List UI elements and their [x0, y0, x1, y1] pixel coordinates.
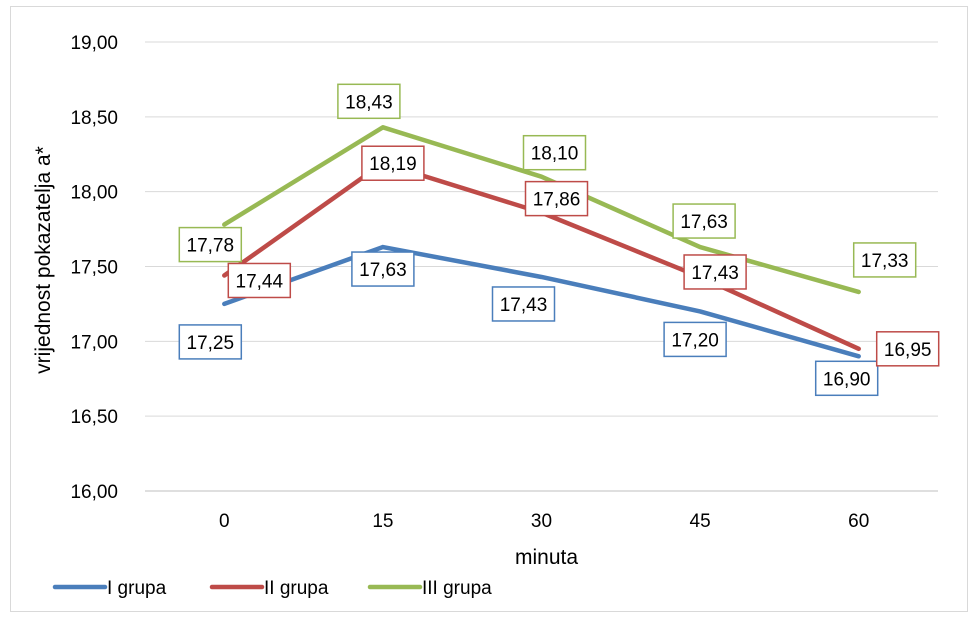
y-tick-label: 17,50	[70, 258, 118, 279]
data-label-box	[178, 226, 243, 263]
data-label: 18,10	[531, 144, 579, 165]
data-label-box	[227, 262, 292, 299]
data-label: 17,63	[680, 212, 728, 233]
data-label: 17,44	[236, 271, 284, 292]
series-line-3	[222, 125, 861, 295]
data-label-box	[663, 321, 727, 358]
y-tick-label: 17,00	[70, 332, 118, 353]
x-tick-label: 60	[848, 511, 869, 532]
data-label: 18,43	[345, 92, 393, 113]
x-tick-label: 30	[531, 511, 552, 532]
legend-label-2: II grupa	[264, 578, 329, 599]
data-label-box	[361, 145, 425, 181]
x-tick-label: 0	[219, 511, 230, 532]
y-tick-label: 18,50	[70, 108, 118, 129]
data-label-box	[351, 251, 415, 287]
series-line-1	[222, 244, 861, 359]
data-label-box	[672, 203, 736, 239]
y-axis-title: vrijednost pokazatelja a*	[32, 146, 55, 374]
data-label: 16,95	[884, 340, 932, 361]
y-tick-label: 19,00	[70, 33, 118, 54]
data-label-box	[814, 360, 879, 397]
data-label: 17,20	[671, 330, 719, 351]
x-tick-label: 15	[372, 511, 393, 532]
data-label-box	[852, 242, 917, 278]
data-label: 18,19	[369, 154, 417, 175]
data-label-box	[524, 180, 589, 217]
data-label: 17,86	[533, 190, 581, 211]
y-tick-label: 16,00	[70, 482, 118, 503]
x-axis-title: minuta	[515, 546, 578, 569]
chart-frame	[10, 6, 968, 612]
data-label: 17,78	[187, 236, 235, 257]
y-tick-label: 18,00	[70, 183, 118, 204]
x-tick-label: 45	[690, 511, 711, 532]
data-label-box	[683, 254, 747, 290]
legend-label-3: III grupa	[422, 578, 492, 599]
data-label: 17,25	[187, 333, 235, 354]
data-label: 17,33	[861, 251, 909, 272]
legend-label-1: I grupa	[107, 578, 167, 599]
y-tick-label: 16,50	[70, 407, 118, 428]
data-label-box	[491, 286, 556, 322]
data-label: 17,43	[500, 295, 548, 316]
data-label: 16,90	[823, 369, 871, 390]
data-label-box	[522, 134, 587, 171]
data-label: 17,63	[359, 260, 407, 281]
data-label-box	[178, 324, 243, 360]
data-label-box	[337, 83, 401, 120]
data-label-box	[875, 331, 940, 367]
data-label: 17,43	[691, 263, 739, 284]
